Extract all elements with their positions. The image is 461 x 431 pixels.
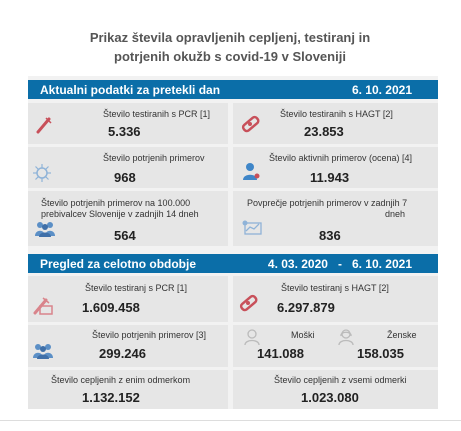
daily-hagt-label: Število testiranih s HAGT [2] — [280, 109, 393, 119]
seven-day-average-label-line1: Povprečje potrjenih primerov v zadnjih 7 — [247, 198, 408, 208]
men-value: 141.088 — [257, 346, 304, 361]
test-tube-rack-icon — [33, 297, 53, 315]
men-label: Moški — [291, 330, 315, 340]
current-data-date: 6. 10. 2021 — [351, 83, 412, 97]
daily-active-card: Število aktivnih primerov (ocena) [4] 11… — [233, 147, 438, 188]
daily-confirmed-value: 968 — [114, 170, 136, 185]
total-confirmed-label: Število potrjenih primerov [3] — [92, 330, 207, 340]
daily-confirmed-card: Število potrjenih primerov 968 — [28, 147, 228, 188]
first-dose-label: Število cepljenih z enim odmerkom — [51, 375, 191, 385]
rapid-test-icon — [239, 294, 258, 312]
man-icon — [244, 329, 260, 345]
total-period-header: Pregled za celotno obdobje 4. 03. 2020 -… — [28, 254, 438, 273]
bottom-divider — [0, 420, 461, 421]
group-icon — [35, 222, 55, 237]
total-hagt-card: Število testiranj s HAGT [2] 6.297.879 — [233, 276, 438, 322]
page-title: Prikaz števila opravljenih cepljenj, tes… — [28, 28, 432, 66]
total-hagt-label: Število testiranj s HAGT [2] — [281, 283, 389, 293]
daily-pcr-value: 5.336 — [108, 124, 141, 139]
all-doses-value: 1.023.080 — [301, 390, 359, 405]
chart-icon — [242, 220, 262, 235]
first-dose-value: 1.132.152 — [82, 390, 140, 405]
women-value: 158.035 — [357, 346, 404, 361]
total-pcr-card: Število testiranj s PCR [1] 1.609.458 — [28, 276, 228, 322]
daily-active-label: Število aktivnih primerov (ocena) [4] — [269, 153, 413, 163]
total-hagt-value: 6.297.879 — [277, 300, 335, 315]
group-icon — [33, 344, 53, 359]
total-period-date-range: 4. 03. 2020 - 6. 10. 2021 — [267, 257, 412, 271]
per-100k-value: 564 — [114, 228, 136, 243]
woman-icon — [338, 329, 354, 345]
test-tube-icon — [36, 117, 52, 134]
seven-day-average-value: 836 — [319, 228, 341, 243]
daily-active-value: 11.943 — [310, 170, 350, 185]
daily-pcr-card: Število testiranih s PCR [1] 5.336 — [28, 103, 228, 144]
seven-day-average-label-line2: dneh — [385, 209, 406, 219]
daily-hagt-card: Število testiranih s HAGT [2] 23.853 — [233, 103, 438, 144]
seven-day-average-card: Povprečje potrjenih primerov v zadnjih 7… — [233, 191, 438, 246]
total-pcr-label: Število testiranj s PCR [1] — [85, 283, 188, 293]
per-100k-card: Število potrjenih primerov na 100.000 pr… — [28, 191, 228, 246]
rapid-test-icon — [241, 115, 260, 133]
daily-confirmed-label: Število potrjenih primerov — [103, 153, 205, 163]
total-period-heading: Pregled za celotno obdobje — [40, 257, 197, 271]
all-doses-card: Število cepljenih z vsemi odmerki 1.023.… — [233, 370, 438, 409]
gender-split-card: Moški 141.088 Ženske 158.035 — [233, 325, 438, 367]
per-100k-label-line2: prebivalcev Slovenije v zadnjih 14 dneh — [41, 209, 199, 219]
virus-icon — [33, 164, 51, 182]
dashboard-panel: Aktualni podatki za pretekli dan 6. 10. … — [28, 76, 438, 409]
total-confirmed-value: 299.246 — [99, 346, 146, 361]
current-data-header: Aktualni podatki za pretekli dan 6. 10. … — [28, 80, 438, 99]
women-label: Ženske — [387, 330, 417, 340]
page-title-line1: Prikaz števila opravljenih cepljenj, tes… — [89, 30, 371, 45]
total-pcr-value: 1.609.458 — [82, 300, 140, 315]
page-title-line2: potrjenih okužb s covid-19 v Sloveniji — [114, 49, 346, 64]
daily-hagt-value: 23.853 — [304, 124, 344, 139]
all-doses-label: Število cepljenih z vsemi odmerki — [274, 375, 407, 385]
person-icon — [243, 163, 260, 180]
first-dose-card: Število cepljenih z enim odmerkom 1.132.… — [28, 370, 228, 409]
daily-pcr-label: Število testiranih s PCR [1] — [103, 109, 211, 119]
per-100k-label-line1: Število potrjenih primerov na 100.000 — [41, 198, 191, 208]
total-confirmed-card: Število potrjenih primerov [3] 299.246 — [28, 325, 228, 367]
current-data-heading: Aktualni podatki za pretekli dan — [40, 83, 221, 97]
